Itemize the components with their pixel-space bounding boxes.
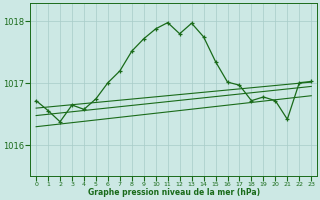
X-axis label: Graphe pression niveau de la mer (hPa): Graphe pression niveau de la mer (hPa) bbox=[88, 188, 260, 197]
